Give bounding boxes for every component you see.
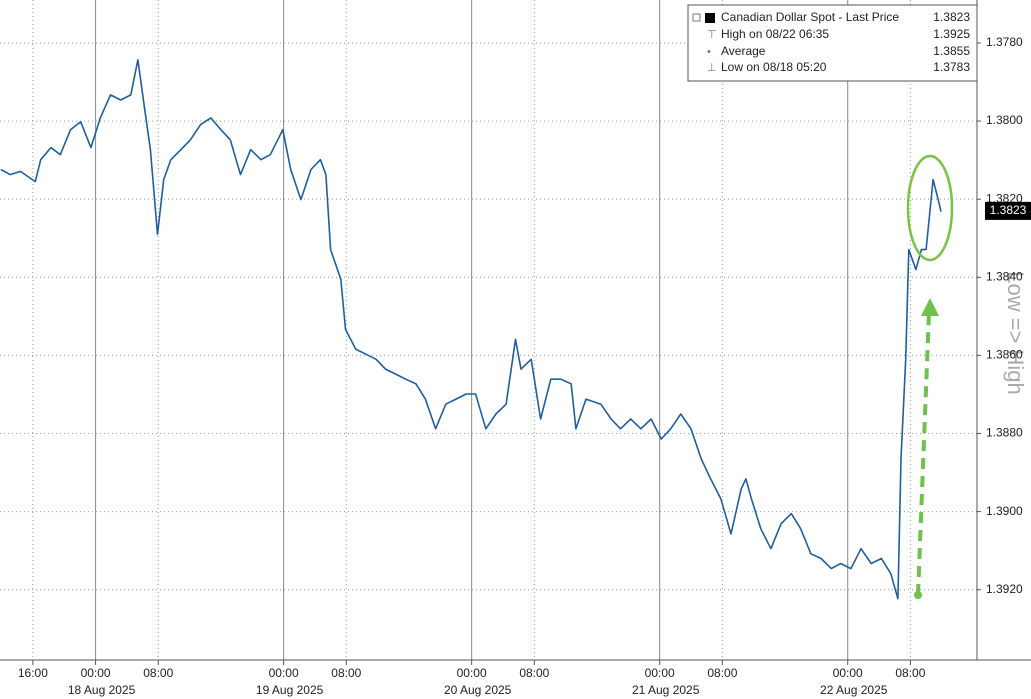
last-price-label: 1.3823 xyxy=(990,203,1027,217)
date-label: 22 Aug 2025 xyxy=(820,683,888,697)
x-tick-label: 00:00 xyxy=(457,666,487,680)
x-tick-label: 00:00 xyxy=(81,666,111,680)
legend-value: 1.3783 xyxy=(933,60,970,74)
x-tick-label: 08:00 xyxy=(331,666,361,680)
legend-label: Low on 08/18 05:20 xyxy=(721,60,827,74)
legend-label: Canadian Dollar Spot - Last Price xyxy=(721,10,899,24)
legend-label: High on 08/22 06:35 xyxy=(721,27,829,41)
date-label: 20 Aug 2025 xyxy=(444,683,512,697)
y-tick-label: 1.3800 xyxy=(986,113,1023,127)
y-tick-label: 1.3860 xyxy=(986,348,1023,362)
date-label: 21 Aug 2025 xyxy=(632,683,700,697)
legend-value: 1.3855 xyxy=(933,44,970,58)
legend-marker: ⊥ xyxy=(707,62,717,74)
legend-label: Average xyxy=(721,44,766,58)
y-tick-label: 1.3880 xyxy=(986,426,1023,440)
date-label: 18 Aug 2025 xyxy=(68,683,136,697)
legend-value: 1.3925 xyxy=(933,27,970,41)
arrow-head xyxy=(921,298,939,316)
x-tick-label: 00:00 xyxy=(645,666,675,680)
date-label: 19 Aug 2025 xyxy=(256,683,324,697)
x-tick-label: 00:00 xyxy=(833,666,863,680)
x-tick-label: 08:00 xyxy=(519,666,549,680)
grid xyxy=(0,0,977,660)
annotation: Low => High xyxy=(1003,271,1028,395)
legend-toggle xyxy=(692,13,701,22)
y-tick-label: 1.3780 xyxy=(986,35,1023,49)
legend-box xyxy=(687,4,978,82)
highlight-ellipse xyxy=(906,154,954,262)
legend-marker: • xyxy=(707,46,711,58)
x-tick-label: 08:00 xyxy=(707,666,737,680)
x-tick-label: 08:00 xyxy=(895,666,925,680)
y-tick-label: 1.3820 xyxy=(986,191,1023,205)
y-tick-label: 1.3840 xyxy=(986,269,1023,283)
x-tick-label: 16:00 xyxy=(18,666,48,680)
legend-swatch xyxy=(705,13,715,23)
x-tick-label: 08:00 xyxy=(143,666,173,680)
y-tick-label: 1.3920 xyxy=(986,582,1023,596)
price-line xyxy=(0,59,942,600)
last-price-tag xyxy=(985,201,1031,220)
arrow-shaft xyxy=(916,311,931,596)
series xyxy=(0,59,942,600)
legend: Canadian Dollar Spot - Last Price 1.3823 ⊤… xyxy=(687,4,978,82)
x-tick-label: 00:00 xyxy=(269,666,299,680)
legend-value: 1.3823 xyxy=(933,10,970,24)
arrow-tail xyxy=(914,591,922,599)
legend-marker: ⊤ xyxy=(707,29,717,41)
y-tick-label: 1.3900 xyxy=(986,504,1023,518)
